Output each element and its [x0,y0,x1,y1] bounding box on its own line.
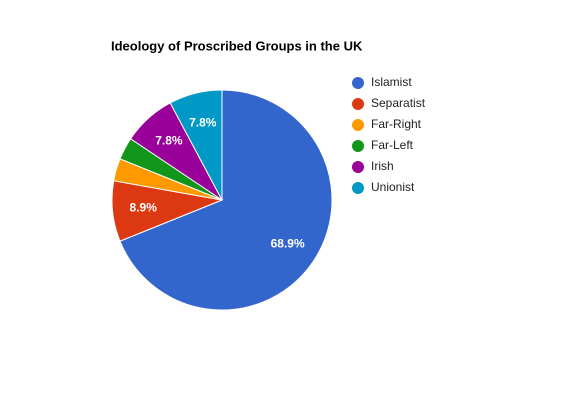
data-label: 7.8% [189,115,217,129]
legend-label: Islamist [371,75,412,89]
legend-marker [352,182,364,194]
legend-label: Far-Right [371,117,422,131]
legend-marker [352,98,364,110]
legend-marker [352,140,364,152]
legend-marker [352,119,364,131]
data-label: 7.8% [155,133,183,147]
chart-title: Ideology of Proscribed Groups in the UK [111,38,363,53]
legend-label: Far-Left [371,138,414,152]
legend-label: Irish [371,159,394,173]
pie-slice [119,89,333,311]
legend-marker [352,77,364,89]
data-label: 8.9% [130,200,158,214]
legend-marker [352,161,364,173]
pie-slice [169,89,223,201]
legend-label: Unionist [371,180,415,194]
data-label: 68.9% [271,236,305,250]
legend-label: Separatist [371,96,426,110]
